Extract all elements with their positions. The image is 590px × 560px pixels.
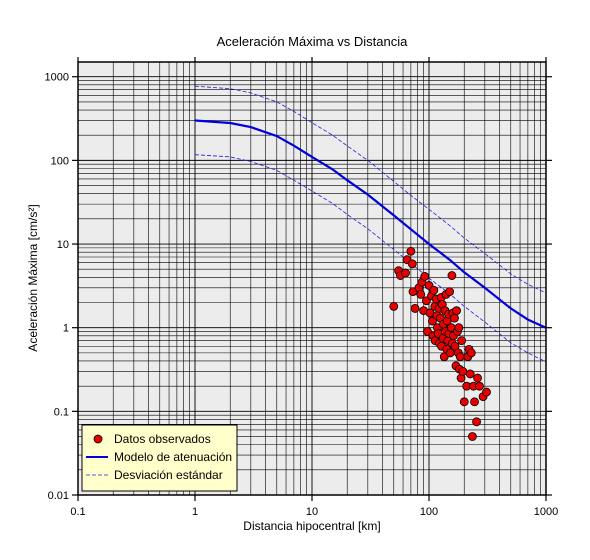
x-tick-label: 1000	[534, 506, 558, 518]
legend-label-model: Modelo de atenuación	[114, 450, 232, 464]
data-points	[389, 246, 491, 441]
x-axis-label: Distancia hipocentral [km]	[243, 519, 380, 533]
observed-point	[468, 432, 477, 441]
observed-point	[458, 367, 468, 376]
x-tick-label: 0.1	[70, 506, 85, 518]
observed-point	[420, 272, 430, 281]
y-tick-label: 1000	[45, 72, 69, 84]
x-tick-label: 10	[306, 506, 318, 518]
observed-point	[466, 348, 476, 358]
y-tick-label: 100	[51, 155, 69, 167]
observed-point	[428, 316, 437, 326]
legend: Datos observados Modelo de atenuación De…	[81, 424, 238, 492]
observed-point	[429, 285, 439, 295]
observed-point	[450, 313, 459, 323]
legend-marker-observed	[93, 434, 103, 444]
observed-point	[459, 397, 469, 407]
model-line	[194, 119, 547, 329]
curves-layer	[194, 85, 547, 363]
observed-point	[407, 259, 417, 269]
observed-point	[475, 381, 484, 391]
observed-point	[416, 290, 426, 299]
legend-label-observed: Datos observados	[114, 432, 211, 446]
y-tick-label: 0.01	[48, 490, 69, 502]
std-dev-line	[194, 85, 547, 294]
observed-point	[472, 417, 481, 427]
grid-layer	[78, 62, 546, 495]
observed-point	[455, 352, 465, 362]
legend-label-std: Desviación estándar	[114, 468, 223, 482]
observed-point	[457, 336, 467, 346]
x-tick-label: 100	[420, 506, 438, 518]
observed-point	[465, 369, 475, 379]
observed-point	[454, 323, 464, 333]
y-tick-label: 1	[63, 323, 69, 335]
y-axis-label: Aceleración Máxima [cm/s²]	[26, 204, 40, 351]
chart-title: Aceleración Máxima vs Distancia	[217, 34, 409, 49]
y-tick-label: 10	[57, 239, 69, 251]
observed-point	[389, 301, 399, 311]
observed-point	[482, 387, 491, 397]
observed-point	[447, 271, 457, 280]
std-dev-line	[194, 154, 547, 363]
observed-point	[473, 373, 482, 383]
observed-point	[406, 246, 416, 256]
x-tick-label: 1	[192, 506, 198, 518]
observed-point	[452, 306, 461, 316]
observed-point	[410, 304, 420, 313]
observed-point	[470, 397, 479, 407]
y-tick-label: 0.1	[54, 406, 69, 418]
observed-point	[401, 268, 410, 278]
observed-point	[445, 287, 455, 297]
